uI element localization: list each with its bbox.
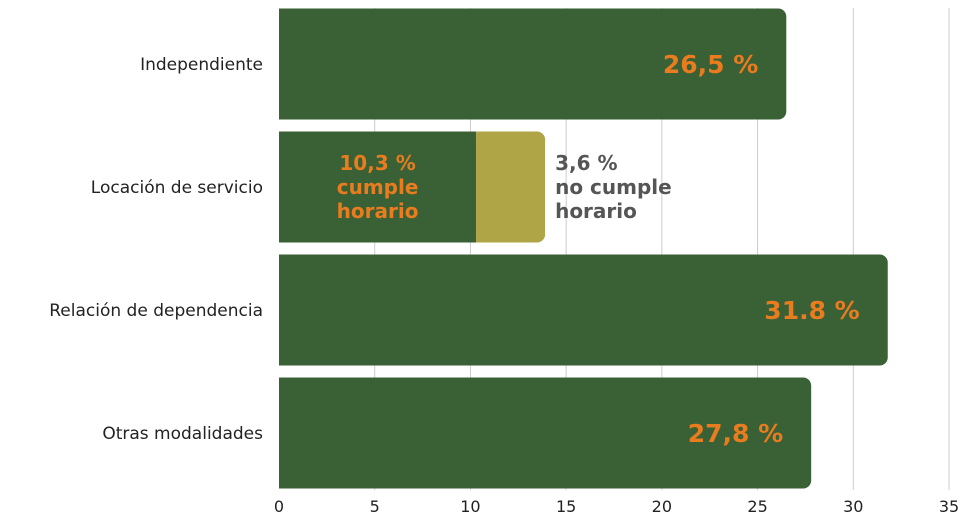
bar-segment bbox=[279, 131, 477, 243]
x-tick-label: 5 bbox=[370, 497, 380, 516]
bar-segment-fill bbox=[279, 8, 291, 120]
category-label: Independiente bbox=[140, 55, 263, 75]
bars bbox=[279, 8, 888, 489]
secondary-data-label: horario bbox=[555, 199, 637, 223]
bar-segment bbox=[279, 377, 812, 489]
x-tick-label: 30 bbox=[843, 497, 863, 516]
x-tick-label: 35 bbox=[939, 497, 959, 516]
data-label: 27,8 % bbox=[688, 419, 783, 448]
bar-segment bbox=[279, 254, 888, 366]
x-tick-label: 15 bbox=[556, 497, 576, 516]
data-label: cumple bbox=[337, 175, 419, 199]
category-label: Locación de servicio bbox=[91, 178, 263, 198]
x-tick-label: 0 bbox=[274, 497, 284, 516]
data-label: 26,5 % bbox=[663, 50, 758, 79]
x-tick-label: 10 bbox=[460, 497, 480, 516]
bar-segment-fill bbox=[476, 131, 489, 243]
bar-segment bbox=[279, 8, 787, 120]
x-tick-label: 25 bbox=[747, 497, 767, 516]
category-label: Otras modalidades bbox=[102, 424, 263, 444]
bar-segment bbox=[476, 131, 546, 243]
x-axis-tick-labels: 0 5 10 15 20 25 30 35 bbox=[274, 497, 959, 516]
category-label: Relación de dependencia bbox=[49, 301, 263, 321]
bar-segment-fill bbox=[279, 254, 291, 366]
secondary-data-label: no cumple bbox=[555, 175, 672, 199]
category-labels: Independiente Locación de servicio Relació… bbox=[49, 55, 263, 444]
secondary-data-label: 3,6 % bbox=[555, 151, 617, 175]
data-label: horario bbox=[337, 199, 419, 223]
data-label: 31.8 % bbox=[764, 296, 859, 325]
x-tick-label: 20 bbox=[652, 497, 672, 516]
data-label: 10,3 % bbox=[339, 151, 415, 175]
bar-segment-fill bbox=[279, 377, 291, 489]
